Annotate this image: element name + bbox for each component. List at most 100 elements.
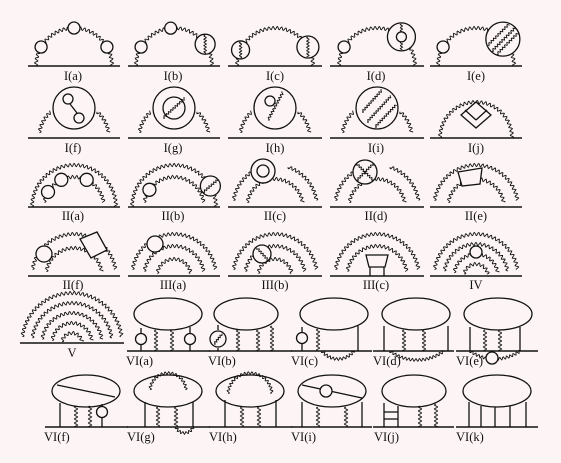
diagram-IIa (28, 162, 120, 208)
label-Ia: I(a) (63, 69, 83, 83)
photon-line (232, 231, 319, 270)
label-Ic: I(c) (265, 69, 285, 83)
loop-circle (100, 40, 114, 54)
photon-line (30, 300, 114, 339)
polygon-vertex (365, 254, 389, 268)
label-Ib: I(b) (163, 69, 183, 83)
label-IIc: II(c) (263, 209, 287, 223)
diagram-IIc (228, 158, 322, 208)
photon-line (255, 329, 261, 352)
photon-line (257, 256, 294, 274)
photon-line (30, 162, 119, 208)
loop-circle (35, 245, 53, 263)
label-IIf: II(f) (62, 278, 84, 292)
loop-ellipse (299, 297, 369, 331)
loop-circle (295, 331, 309, 345)
diagram-VIk (456, 374, 538, 428)
label-IIe: II(e) (464, 209, 488, 223)
photon-line (203, 179, 219, 193)
photon-line (482, 329, 488, 352)
photon-line (148, 371, 188, 391)
diagram-IIIa (128, 231, 220, 277)
loop-circle (209, 330, 227, 348)
diagram-Id (330, 22, 424, 67)
diagram-Ia (28, 21, 120, 67)
loop-circle (79, 172, 94, 187)
loop-circle (52, 86, 96, 130)
loop-ellipse (297, 374, 367, 408)
propagator-line (69, 103, 78, 114)
photon-line (315, 328, 321, 352)
photon-line (267, 91, 284, 121)
loop-circle (142, 182, 157, 197)
loop-circle (134, 40, 148, 54)
photon-line (155, 406, 161, 428)
photon-line (287, 166, 319, 201)
loop-circle (319, 384, 333, 398)
photon-line (138, 110, 151, 133)
photon-line (238, 41, 243, 59)
diagram-IIIc (330, 231, 424, 277)
photon-line (239, 110, 252, 133)
loop-circle (264, 95, 276, 107)
diagram-Ic (228, 25, 322, 67)
diagram-Ie (430, 21, 522, 67)
label-IIIb: III(b) (261, 278, 289, 292)
photon-line (235, 329, 241, 352)
photon-line (341, 110, 354, 133)
propagator-line (56, 384, 116, 398)
polygon-vertex (457, 167, 483, 187)
label-VIb: VI(b) (208, 354, 236, 368)
loop-circle (485, 351, 499, 365)
loop-ellipse (462, 374, 532, 408)
loop-circle (164, 21, 178, 35)
photon-line (433, 231, 520, 270)
diagram-VIa (127, 297, 210, 352)
propagator-line (464, 109, 477, 121)
label-VIk: VI(k) (456, 430, 484, 444)
loop-circle (355, 86, 399, 130)
photon-line (196, 111, 211, 133)
photon-line (389, 350, 445, 362)
photon-line (143, 243, 206, 272)
photon-line (256, 406, 262, 428)
diagram-VIh (209, 371, 292, 428)
diagram-Ib (128, 21, 220, 67)
photon-line (315, 406, 321, 428)
photon-line (269, 325, 275, 352)
label-If: I(f) (64, 141, 82, 155)
loop-ellipse (381, 374, 447, 408)
photon-line (433, 162, 520, 201)
loop-circle (73, 112, 85, 124)
loop-ellipse (133, 374, 203, 408)
photon-line (96, 111, 111, 133)
photon-line (399, 23, 404, 33)
photon-line (20, 290, 124, 338)
label-IIIa: III(a) (159, 278, 187, 292)
label-V: V (67, 346, 77, 360)
loop-circle (256, 164, 270, 178)
photon-line (421, 329, 427, 352)
loop-circle (146, 235, 164, 253)
diagram-VIg (127, 371, 210, 436)
loop-circle (436, 40, 450, 54)
diagram-Ij (430, 99, 522, 139)
photon-line (401, 329, 407, 352)
photon-line (203, 34, 208, 54)
photon-line (463, 261, 490, 275)
photon-line (131, 231, 218, 270)
loop-circle (469, 245, 483, 259)
polygon-vertex (460, 101, 492, 129)
photon-line (399, 41, 404, 51)
loop-circle (62, 93, 74, 105)
photon-line (487, 23, 510, 46)
label-Ij: I(j) (468, 141, 484, 155)
photon-line (443, 241, 509, 272)
photon-line (374, 104, 397, 128)
photon-line (61, 330, 84, 343)
diagram-IIe (430, 162, 522, 208)
photon-line (305, 36, 311, 58)
loop-circle (352, 159, 378, 185)
label-Ii: I(i) (368, 141, 384, 155)
label-Ie: I(e) (466, 69, 486, 83)
